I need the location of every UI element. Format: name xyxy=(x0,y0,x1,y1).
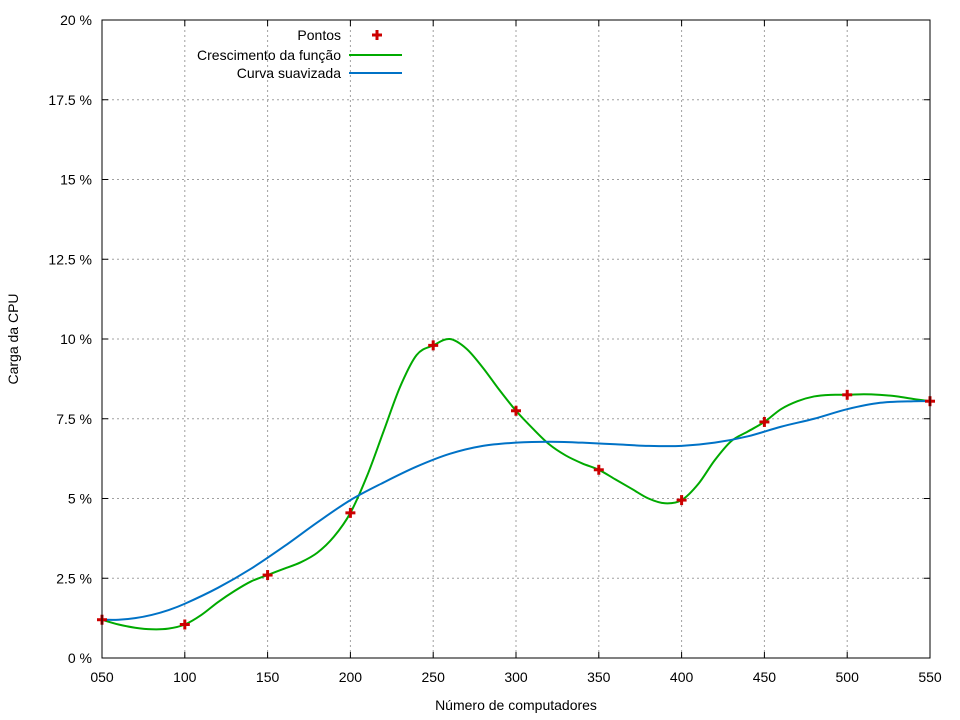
data-point xyxy=(759,416,770,427)
x-tick-label: 500 xyxy=(836,669,860,685)
x-tick-label: 250 xyxy=(422,669,446,685)
data-point xyxy=(593,464,604,475)
x-tick-label: 300 xyxy=(504,669,528,685)
legend-entry-pontos: Pontos xyxy=(297,27,382,43)
data-point xyxy=(179,619,190,630)
legend: Pontos Crescimento da função Curva suavi… xyxy=(197,27,402,81)
y-tick-label: 7.5 % xyxy=(56,411,92,427)
y-tick-labels: 0 % 2.5 % 5 % 7.5 % 10 % 12.5 % 15 % 17.5 % 20 % xyxy=(48,12,92,666)
grid xyxy=(102,20,930,658)
y-tick-label: 17.5 % xyxy=(48,92,92,108)
y-tick-label: 5 % xyxy=(68,491,92,507)
x-tick-label: 400 xyxy=(670,669,694,685)
y-tick-label: 0 % xyxy=(68,650,92,666)
legend-marker-pontos xyxy=(372,30,382,40)
data-point xyxy=(428,340,439,351)
x-tick-labels: 050 100 150 200 250 300 350 400 450 500 550 xyxy=(90,669,942,685)
x-tick-label: 100 xyxy=(173,669,197,685)
y-axis-title: Carga da CPU xyxy=(5,293,21,384)
legend-marker-plus xyxy=(372,30,382,40)
data-point xyxy=(345,507,356,518)
legend-label-pontos: Pontos xyxy=(297,27,341,43)
series-line-2 xyxy=(101,400,931,621)
y-tick-label: 15 % xyxy=(60,172,92,188)
data-point xyxy=(676,495,687,506)
y-tick-label: 12.5 % xyxy=(48,251,92,267)
x-tick-label: 200 xyxy=(339,669,363,685)
plot-frame xyxy=(101,19,931,659)
legend-entry-curva: Curva suavizada xyxy=(237,65,402,81)
x-tick-label: 050 xyxy=(90,669,114,685)
x-axis-title: Número de computadores xyxy=(435,697,597,713)
y-tick-label: 20 % xyxy=(60,12,92,28)
data-point xyxy=(262,570,273,581)
y-tick-label: 2.5 % xyxy=(56,570,92,586)
x-tick-label: 450 xyxy=(753,669,777,685)
x-tick-label: 550 xyxy=(918,669,942,685)
x-tick-label: 350 xyxy=(587,669,611,685)
data-point xyxy=(511,405,521,416)
legend-label-curva: Curva suavizada xyxy=(237,65,341,81)
x-tick-label: 150 xyxy=(256,669,280,685)
legend-entry-crescimento: Crescimento da função xyxy=(197,47,402,63)
legend-label-crescimento: Crescimento da função xyxy=(197,47,341,63)
y-tick-label: 10 % xyxy=(60,331,92,347)
data-point xyxy=(842,389,853,400)
